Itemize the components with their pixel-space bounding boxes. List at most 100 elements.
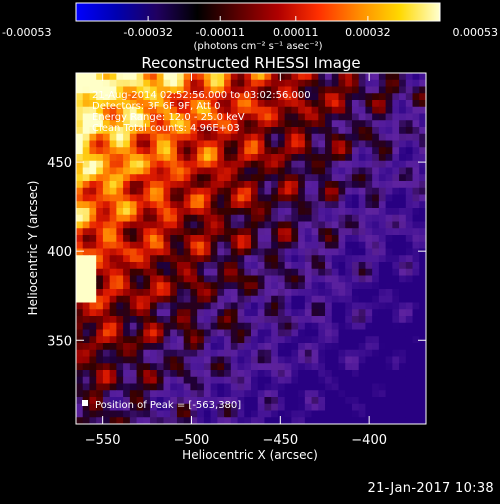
heatmap-cell xyxy=(304,329,313,337)
heatmap-cell xyxy=(351,343,360,351)
heatmap-cell xyxy=(96,268,104,276)
heatmap-cell xyxy=(217,410,225,418)
heatmap-cell xyxy=(277,241,286,249)
heatmap-cell xyxy=(351,187,360,195)
heatmap-cell xyxy=(284,248,292,256)
heatmap-cell xyxy=(257,248,265,256)
heatmap-cell xyxy=(89,241,97,249)
heatmap-cell xyxy=(96,417,104,424)
heatmap-cell xyxy=(176,79,185,87)
heatmap-cell xyxy=(264,181,272,189)
heatmap-cell xyxy=(378,329,387,337)
heatmap-cell xyxy=(210,113,218,121)
heatmap-cell xyxy=(257,343,265,351)
heatmap-cell xyxy=(378,343,387,351)
heatmap-cell xyxy=(358,174,366,182)
heatmap-cell xyxy=(203,120,212,128)
heatmap-cell xyxy=(217,147,225,155)
heatmap-cell xyxy=(325,282,333,290)
heatmap-cell xyxy=(298,221,306,229)
heatmap-cell xyxy=(372,302,380,310)
heatmap-cell xyxy=(237,221,245,229)
heatmap-cell xyxy=(224,302,232,310)
heatmap-cell xyxy=(176,228,185,236)
heatmap-cell xyxy=(345,167,353,175)
heatmap-cell xyxy=(170,160,178,168)
heatmap-cell xyxy=(176,167,185,175)
heatmap-cell xyxy=(217,140,225,148)
heatmap-cell xyxy=(264,120,272,128)
heatmap-cell xyxy=(399,93,407,101)
heatmap-cell xyxy=(136,127,144,135)
heatmap-cell xyxy=(197,194,205,202)
heatmap-cell xyxy=(230,127,239,135)
heatmap-cell xyxy=(116,255,124,263)
heatmap-cell xyxy=(170,336,178,344)
heatmap-cell xyxy=(277,329,286,337)
heatmap-cell xyxy=(365,356,373,364)
heatmap-cell xyxy=(257,167,265,175)
heatmap-cell xyxy=(116,248,124,256)
heatmap-cell xyxy=(345,208,353,216)
x-tick-label: −550 xyxy=(85,433,121,448)
heatmap-cell xyxy=(190,235,198,243)
heatmap-cell xyxy=(257,403,265,411)
heatmap-cell xyxy=(351,100,360,108)
heatmap-cell xyxy=(237,343,245,351)
heatmap-cell xyxy=(230,241,239,249)
heatmap-cell xyxy=(311,363,319,371)
heatmap-cell xyxy=(197,214,205,222)
heatmap-cell xyxy=(197,397,205,405)
heatmap-cell xyxy=(89,295,97,303)
heatmap-cell xyxy=(116,167,124,175)
heatmap-cell xyxy=(230,316,239,324)
heatmap-cell xyxy=(358,349,366,357)
heatmap-cell xyxy=(197,127,205,135)
heatmap-cell xyxy=(116,100,124,108)
heatmap-cell xyxy=(385,343,393,351)
heatmap-cell xyxy=(237,363,245,371)
heatmap-cell xyxy=(89,403,97,411)
heatmap-cell xyxy=(405,106,414,114)
heatmap-cell xyxy=(150,167,158,175)
heatmap-cell xyxy=(116,289,124,297)
heatmap-cell xyxy=(419,268,426,276)
heatmap-cell xyxy=(392,194,400,202)
heatmap-cell xyxy=(156,289,164,297)
heatmap-cell xyxy=(392,228,400,236)
heatmap-cell xyxy=(419,309,426,317)
heatmap-cell xyxy=(325,235,333,243)
heatmap-cell xyxy=(264,127,272,135)
heatmap-cell xyxy=(412,106,420,114)
heatmap-cell xyxy=(224,403,232,411)
heatmap-cell xyxy=(176,363,185,371)
heatmap-cell xyxy=(277,214,286,222)
colorbar-tick-label: 0.00032 xyxy=(345,26,391,39)
heatmap-cell xyxy=(116,140,124,148)
heatmap-cell xyxy=(412,410,420,418)
heatmap-cell xyxy=(318,289,326,297)
heatmap-cell xyxy=(372,106,380,114)
heatmap-cell xyxy=(129,228,138,236)
heatmap-cell xyxy=(237,214,245,222)
heatmap-cell xyxy=(76,349,84,357)
heatmap-cell xyxy=(271,268,279,276)
heatmap-cell xyxy=(298,309,306,317)
heatmap-cell xyxy=(271,147,279,155)
heatmap-cell xyxy=(291,100,299,108)
heatmap-cell xyxy=(203,282,212,290)
heatmap-cell xyxy=(109,201,117,209)
heatmap-cell xyxy=(150,383,158,391)
annotation-clean-counts: Clean Total counts: 4.96E+03 xyxy=(92,123,240,134)
heatmap-cell xyxy=(150,349,158,357)
heatmap-cell xyxy=(257,73,265,81)
heatmap-cell xyxy=(298,349,306,357)
heatmap-cell xyxy=(143,282,151,290)
heatmap-cell xyxy=(318,322,326,330)
heatmap-cell xyxy=(291,140,299,148)
heatmap-cell xyxy=(325,127,333,135)
heatmap-cell xyxy=(419,383,426,391)
heatmap-cell xyxy=(331,322,339,330)
heatmap-cell xyxy=(210,255,218,263)
heatmap-cell xyxy=(419,316,426,324)
